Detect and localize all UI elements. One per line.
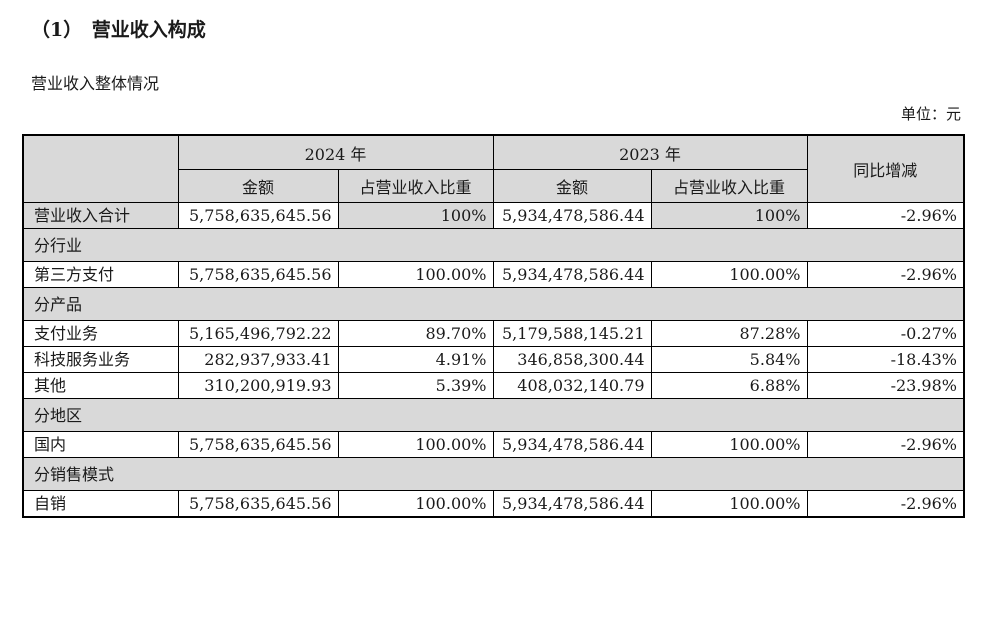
section-label: 分地区 xyxy=(22,398,965,432)
row-label: 其他 xyxy=(22,372,179,399)
table-row: 其他 310,200,919.93 5.39% 408,032,140.79 6.88%… xyxy=(22,372,965,399)
row-label: 国内 xyxy=(22,431,179,458)
section-row: 分行业 xyxy=(22,228,965,262)
yoy-change-cell: -2.96% xyxy=(806,202,965,229)
yoy-header: 同比增减 xyxy=(806,134,965,203)
ratio-2023-cell: 6.88% xyxy=(650,372,808,399)
ratio-2024-cell: 89.70% xyxy=(337,320,494,347)
amount-2023-cell: 5,179,588,145.21 xyxy=(492,320,652,347)
unit-label: 单位：元 xyxy=(900,105,961,123)
amount-2023-cell: 5,934,478,586.44 xyxy=(492,261,652,288)
section-row: 分地区 xyxy=(22,398,965,432)
ratio-2024-cell: 100.00% xyxy=(337,431,494,458)
ratio-2023-cell: 100% xyxy=(650,202,808,229)
ratio-2023-cell: 5.84% xyxy=(650,346,808,373)
corner-cell xyxy=(22,134,179,203)
amount-2023-cell: 5,934,478,586.44 xyxy=(492,490,652,518)
amount-2024-cell: 5,758,635,645.56 xyxy=(177,202,339,229)
ratio-2024-cell: 4.91% xyxy=(337,346,494,373)
revenue-composition-table: 2024 年 2023 年 同比增减 金额 占营业收入比重 金额 占营业收入比重… xyxy=(22,134,965,518)
row-label: 支付业务 xyxy=(22,320,179,347)
ratio-2023-cell: 100.00% xyxy=(650,490,808,518)
table-row: 支付业务 5,165,496,792.22 89.70% 5,179,588,145.… xyxy=(22,320,965,347)
amount-2024-cell: 5,758,635,645.56 xyxy=(177,261,339,288)
ratio-2024-cell: 100% xyxy=(337,202,494,229)
amount-2024-cell: 5,758,635,645.56 xyxy=(177,431,339,458)
yoy-change-cell: -2.96% xyxy=(806,261,965,288)
row-label: 科技服务业务 xyxy=(22,346,179,373)
yoy-change-cell: -23.98% xyxy=(806,372,965,399)
section-label: 分产品 xyxy=(22,287,965,321)
ratio-2024-header: 占营业收入比重 xyxy=(337,169,494,203)
amount-2024-header: 金额 xyxy=(177,169,339,203)
table-row: 自销 5,758,635,645.56 100.00% 5,934,478,586.4… xyxy=(22,490,965,518)
row-label: 第三方支付 xyxy=(22,261,179,288)
amount-2023-header: 金额 xyxy=(492,169,652,203)
ratio-2023-cell: 87.28% xyxy=(650,320,808,347)
section-label: 分行业 xyxy=(22,228,965,262)
amount-2023-cell: 346,858,300.44 xyxy=(492,346,652,373)
yoy-change-cell: -0.27% xyxy=(806,320,965,347)
row-label: 自销 xyxy=(22,490,179,518)
section-row: 分产品 xyxy=(22,287,965,321)
amount-2023-cell: 408,032,140.79 xyxy=(492,372,652,399)
ratio-2024-cell: 5.39% xyxy=(337,372,494,399)
year-2024-header: 2024 年 xyxy=(177,134,494,170)
ratio-2023-cell: 100.00% xyxy=(650,431,808,458)
yoy-change-cell: -2.96% xyxy=(806,490,965,518)
ratio-2024-cell: 100.00% xyxy=(337,490,494,518)
amount-2024-cell: 310,200,919.93 xyxy=(177,372,339,399)
table-row: 国内 5,758,635,645.56 100.00% 5,934,478,586.4… xyxy=(22,431,965,458)
amount-2024-cell: 5,758,635,645.56 xyxy=(177,490,339,518)
section-label: 分销售模式 xyxy=(22,457,965,491)
header-row-years: 2024 年 2023 年 同比增减 xyxy=(22,134,965,203)
section-row: 分销售模式 xyxy=(22,457,965,491)
year-2023-header: 2023 年 xyxy=(492,134,808,170)
table-row: 营业收入合计 5,758,635,645.56 100% 5,934,478,586.… xyxy=(22,202,965,229)
amount-2023-cell: 5,934,478,586.44 xyxy=(492,202,652,229)
table-row: 科技服务业务 282,937,933.41 4.91% 346,858,300.44 5… xyxy=(22,346,965,373)
amount-2023-cell: 5,934,478,586.44 xyxy=(492,431,652,458)
yoy-change-cell: -18.43% xyxy=(806,346,965,373)
ratio-2023-header: 占营业收入比重 xyxy=(650,169,808,203)
table-body: 营业收入合计 5,758,635,645.56 100% 5,934,478,586.… xyxy=(22,202,965,518)
row-label: 营业收入合计 xyxy=(22,202,179,229)
header-row-metrics: 金额 占营业收入比重 金额 占营业收入比重 xyxy=(23,169,964,203)
ratio-2023-cell: 100.00% xyxy=(650,261,808,288)
amount-2024-cell: 5,165,496,792.22 xyxy=(177,320,339,347)
amount-2024-cell: 282,937,933.41 xyxy=(177,346,339,373)
table-row: 第三方支付 5,758,635,645.56 100.00% 5,934,478,58… xyxy=(22,261,965,288)
yoy-change-cell: -2.96% xyxy=(806,431,965,458)
ratio-2024-cell: 100.00% xyxy=(337,261,494,288)
page-title: （1） 营业收入构成 xyxy=(31,19,206,41)
subsection-title: 营业收入整体情况 xyxy=(31,74,160,93)
